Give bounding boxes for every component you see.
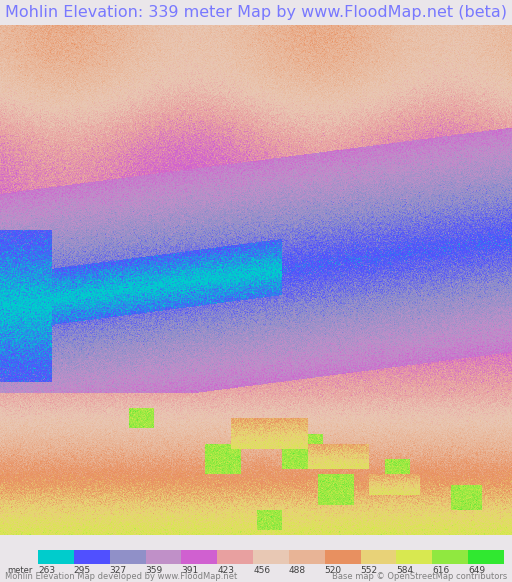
Bar xyxy=(432,550,468,564)
Text: 456: 456 xyxy=(253,566,270,575)
Text: Base map © OpenStreetMap contributors: Base map © OpenStreetMap contributors xyxy=(332,572,507,581)
Text: 327: 327 xyxy=(110,566,127,575)
Bar xyxy=(181,550,217,564)
Bar xyxy=(360,550,396,564)
Text: 391: 391 xyxy=(181,566,199,575)
Bar xyxy=(396,550,432,564)
Bar xyxy=(325,550,360,564)
Text: 488: 488 xyxy=(289,566,306,575)
Text: meter: meter xyxy=(8,566,33,575)
Bar xyxy=(110,550,145,564)
Bar xyxy=(289,550,325,564)
Text: 552: 552 xyxy=(360,566,378,575)
Bar xyxy=(217,550,253,564)
Text: 616: 616 xyxy=(432,566,450,575)
Text: 423: 423 xyxy=(217,566,234,575)
Bar xyxy=(74,550,110,564)
Text: 359: 359 xyxy=(145,566,163,575)
Bar xyxy=(38,550,74,564)
Bar xyxy=(468,550,504,564)
Text: 520: 520 xyxy=(325,566,342,575)
Text: Mohlin Elevation: 339 meter Map by www.FloodMap.net (beta): Mohlin Elevation: 339 meter Map by www.F… xyxy=(5,5,507,20)
Text: 263: 263 xyxy=(38,566,55,575)
Bar xyxy=(145,550,181,564)
Text: Mohlin Elevation Map developed by www.FloodMap.net: Mohlin Elevation Map developed by www.Fl… xyxy=(5,572,238,581)
Text: 295: 295 xyxy=(74,566,91,575)
Bar xyxy=(253,550,289,564)
Text: 649: 649 xyxy=(468,566,485,575)
Text: 584: 584 xyxy=(396,566,414,575)
